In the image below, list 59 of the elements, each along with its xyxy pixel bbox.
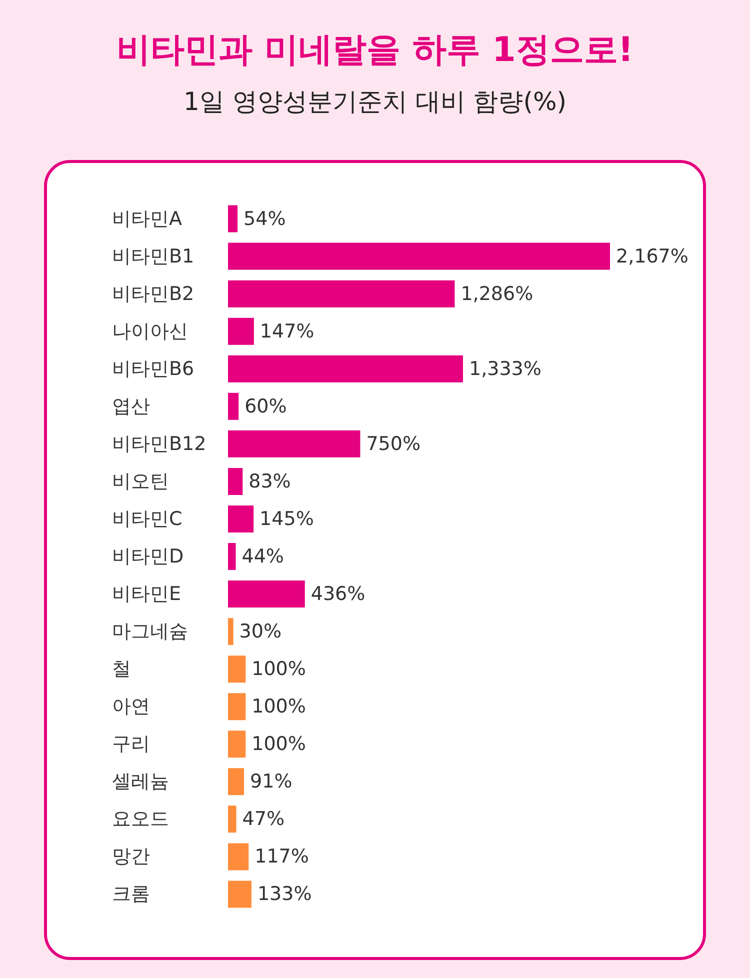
y-tick-label: 셀레늄 (112, 770, 169, 793)
bar (228, 392, 239, 420)
bar (228, 806, 236, 833)
data-label: 47% (242, 808, 285, 830)
data-label: 30% (239, 620, 282, 643)
bar (228, 318, 254, 345)
y-tick-label: 철 (112, 658, 131, 680)
y-tick-label: 비타민B1 (112, 245, 194, 268)
bar (228, 768, 244, 796)
y-tick-label: 비타민D (112, 546, 184, 568)
data-label: 54% (244, 208, 286, 230)
data-label: 1,333% (468, 358, 542, 380)
data-label: 83% (248, 470, 291, 492)
bar (228, 468, 243, 495)
y-tick-label: 비오틴 (112, 470, 169, 492)
data-label: 100% (252, 733, 306, 756)
y-tick-label: 비타민B12 (112, 432, 206, 455)
y-tick-label: 엽산 (112, 395, 150, 418)
data-label: 100% (252, 658, 306, 680)
bar (228, 843, 249, 870)
y-tick-label: 구리 (112, 733, 150, 756)
y-tick-label: 비타민E (112, 583, 182, 606)
data-label: 436% (310, 583, 366, 606)
bar (228, 730, 246, 758)
y-tick-label: 나이아신 (112, 320, 188, 342)
bar (228, 505, 254, 532)
data-label: 117% (254, 846, 309, 868)
y-tick-label: 망간 (112, 846, 150, 868)
data-label: 91% (250, 770, 292, 793)
data-label: 44% (242, 546, 284, 568)
y-tick-label: 비타민A (112, 208, 182, 230)
chart-subtitle: 1일 영양성분기준치 대비 함량(%) (183, 87, 567, 116)
bar (228, 580, 305, 608)
bar (228, 430, 360, 458)
bar (228, 355, 463, 382)
data-label: 2,167% (616, 245, 688, 268)
y-tick-label: 비타민B2 (112, 282, 194, 305)
data-label: 145% (260, 508, 314, 530)
data-label: 60% (244, 395, 287, 418)
bar (228, 656, 246, 683)
bar (228, 693, 246, 720)
y-tick-label: 아연 (112, 696, 150, 718)
data-label: 750% (366, 432, 421, 455)
y-tick-label: 요오드 (112, 808, 169, 830)
chart-title: 비타민과 미네랄을 하루 1정으로! (116, 30, 634, 70)
bar (228, 242, 610, 270)
data-label: 133% (257, 883, 312, 906)
y-tick-label: 크롬 (112, 883, 150, 906)
bar (228, 280, 455, 308)
y-tick-label: 마그네슘 (112, 620, 188, 643)
data-label: 100% (252, 696, 306, 718)
bar (228, 205, 238, 232)
y-tick-label: 비타민B6 (112, 358, 194, 380)
data-label: 1,286% (460, 282, 534, 305)
y-tick-label: 비타민C (112, 508, 182, 530)
bar (228, 618, 234, 646)
bar (228, 543, 236, 570)
data-label: 147% (260, 320, 314, 342)
bar (228, 880, 252, 908)
